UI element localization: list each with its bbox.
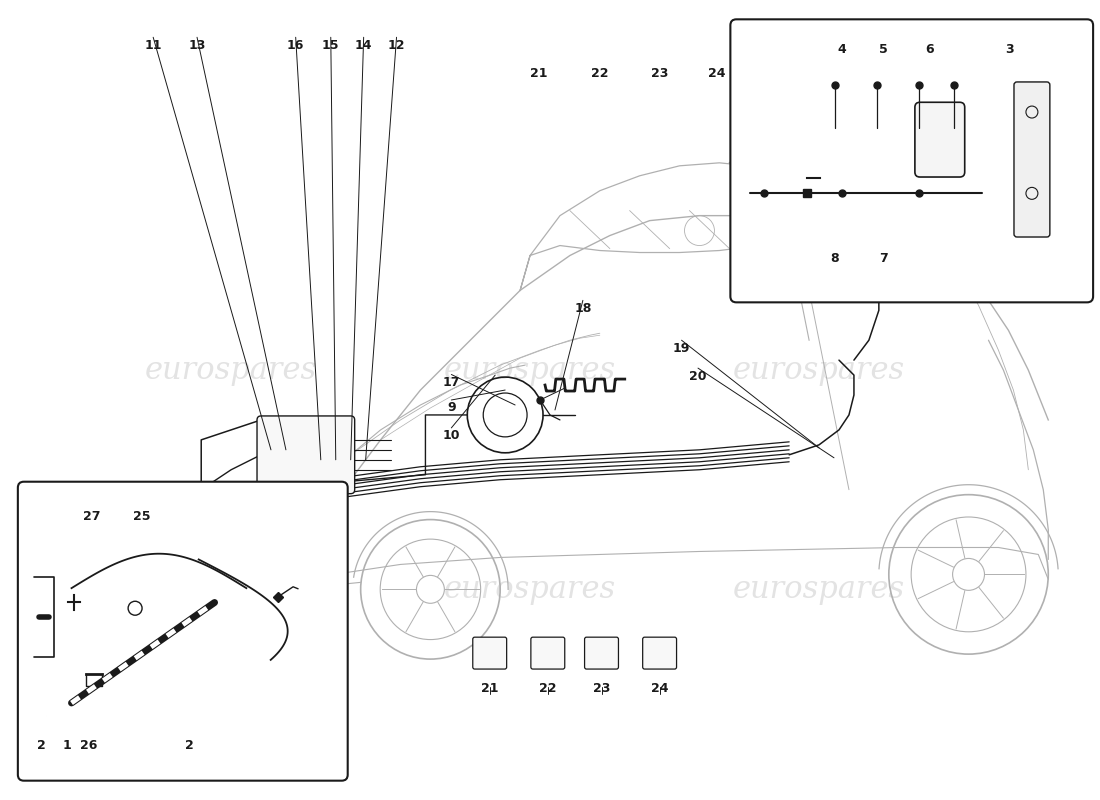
Text: 16: 16 xyxy=(287,38,305,52)
Text: eurospares: eurospares xyxy=(733,354,905,386)
FancyBboxPatch shape xyxy=(642,637,676,669)
Text: 25: 25 xyxy=(133,510,151,523)
Text: 21: 21 xyxy=(530,66,548,80)
Text: 1: 1 xyxy=(63,739,72,753)
Text: 15: 15 xyxy=(322,38,340,52)
Text: 21: 21 xyxy=(481,682,498,695)
Text: 13: 13 xyxy=(188,38,206,52)
Text: eurospares: eurospares xyxy=(444,574,616,605)
Text: 2: 2 xyxy=(185,739,194,753)
Text: eurospares: eurospares xyxy=(733,574,905,605)
Text: eurospares: eurospares xyxy=(145,574,317,605)
Text: 5: 5 xyxy=(879,43,888,56)
Text: 17: 17 xyxy=(442,376,460,389)
Text: 27: 27 xyxy=(84,510,101,523)
Text: 11: 11 xyxy=(144,38,162,52)
Text: 10: 10 xyxy=(442,430,460,442)
Text: 23: 23 xyxy=(651,66,669,80)
Text: 6: 6 xyxy=(925,43,934,56)
Text: 19: 19 xyxy=(673,342,690,354)
Text: 20: 20 xyxy=(690,370,706,382)
Text: 14: 14 xyxy=(355,38,373,52)
Circle shape xyxy=(953,558,984,590)
Text: 26: 26 xyxy=(80,739,98,753)
Text: 4: 4 xyxy=(837,43,846,56)
Text: 12: 12 xyxy=(388,38,405,52)
Text: 2: 2 xyxy=(37,739,46,753)
FancyBboxPatch shape xyxy=(915,102,965,177)
Circle shape xyxy=(417,575,444,603)
Text: eurospares: eurospares xyxy=(145,354,317,386)
FancyBboxPatch shape xyxy=(531,637,564,669)
Text: 23: 23 xyxy=(593,682,611,695)
FancyBboxPatch shape xyxy=(473,637,507,669)
Text: 22: 22 xyxy=(591,66,608,80)
Text: 22: 22 xyxy=(539,682,557,695)
FancyBboxPatch shape xyxy=(584,637,618,669)
Text: 9: 9 xyxy=(447,402,455,414)
FancyBboxPatch shape xyxy=(18,482,348,781)
Text: eurospares: eurospares xyxy=(444,354,616,386)
FancyBboxPatch shape xyxy=(1014,82,1049,237)
Text: 7: 7 xyxy=(879,252,888,265)
Text: 8: 8 xyxy=(830,252,839,265)
Text: 24: 24 xyxy=(651,682,669,695)
Text: 3: 3 xyxy=(1005,43,1014,56)
Text: 24: 24 xyxy=(708,66,725,80)
FancyBboxPatch shape xyxy=(257,416,354,494)
Text: 18: 18 xyxy=(574,302,592,315)
FancyBboxPatch shape xyxy=(730,19,1093,302)
